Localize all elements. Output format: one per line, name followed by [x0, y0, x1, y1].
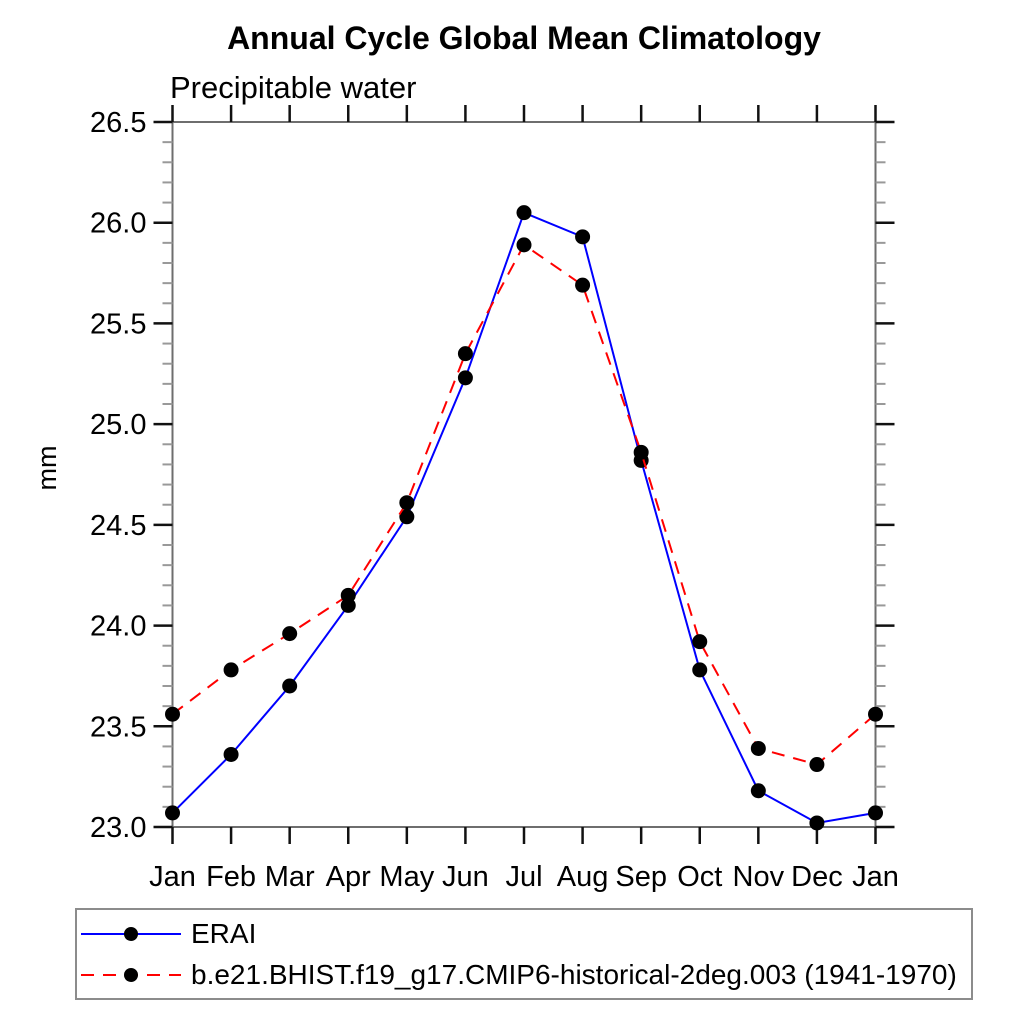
data-point-marker: [399, 509, 415, 525]
data-point-marker: [282, 678, 298, 694]
legend-line-sample: [81, 967, 181, 982]
y-tick-label: 24.5: [90, 510, 146, 542]
y-tick-label: 23.5: [90, 711, 146, 743]
legend-marker: [124, 926, 138, 941]
legend: ERAI b.e21.BHIST.f19_g17.CMIP6-historica…: [75, 908, 973, 1000]
data-point-marker: [809, 757, 825, 773]
data-point-marker: [399, 495, 415, 511]
legend-item: b.e21.BHIST.f19_g17.CMIP6-historical-2de…: [77, 954, 971, 995]
x-tick-label: Apr: [326, 861, 371, 893]
data-point-marker: [340, 587, 356, 603]
legend-line-sample: [81, 926, 181, 941]
data-point-marker: [868, 706, 883, 722]
x-tick-label: Dec: [791, 861, 843, 893]
data-point-marker: [575, 229, 591, 245]
legend-label: ERAI: [191, 917, 257, 949]
series-line: [171, 211, 876, 825]
data-point-marker: [457, 346, 473, 362]
data-point-marker: [165, 706, 180, 722]
data-point-marker: [282, 626, 298, 642]
y-tick-label: 23.0: [90, 812, 146, 844]
y-tick-label: 25.0: [90, 409, 146, 441]
x-tick-label: Jun: [442, 861, 489, 893]
data-point-marker: [633, 444, 649, 460]
data-point-marker: [692, 662, 708, 678]
legend-label: b.e21.BHIST.f19_g17.CMIP6-historical-2de…: [191, 958, 957, 990]
x-tick-label: Jan: [852, 861, 899, 893]
data-point-marker: [868, 805, 883, 821]
plot-frame: [171, 121, 877, 828]
x-tick-label: Jan: [149, 861, 196, 893]
x-tick-label: Mar: [265, 861, 315, 893]
data-point-marker: [165, 805, 180, 821]
data-point-marker: [457, 370, 473, 386]
data-point-marker: [750, 740, 766, 756]
legend-item: ERAI: [77, 913, 971, 954]
x-tick-label: Sep: [615, 861, 667, 893]
y-tick-label: 26.5: [90, 107, 146, 139]
x-tick-label: Feb: [206, 861, 256, 893]
y-tick-label: 25.5: [90, 308, 146, 340]
x-tick-label: Jul: [505, 861, 542, 893]
data-point-marker: [223, 746, 239, 762]
x-tick-label: Oct: [677, 861, 722, 893]
data-point-marker: [223, 662, 239, 678]
data-point-marker: [516, 237, 532, 253]
chart-subtitle: Precipitable water: [170, 70, 417, 105]
data-point-marker: [809, 815, 825, 831]
x-tick-label: Nov: [733, 861, 785, 893]
y-tick-label: 24.0: [90, 611, 146, 643]
chart-title: Annual Cycle Global Mean Climatology: [227, 20, 821, 56]
data-point-marker: [575, 277, 591, 293]
x-tick-label: Aug: [557, 861, 609, 893]
data-point-marker: [692, 634, 708, 650]
series-line: [171, 243, 877, 766]
x-tick-label: May: [379, 861, 434, 893]
y-tick-label: 26.0: [90, 208, 146, 240]
legend-marker: [124, 967, 138, 982]
data-point-marker: [516, 205, 532, 221]
data-point-marker: [750, 783, 766, 799]
